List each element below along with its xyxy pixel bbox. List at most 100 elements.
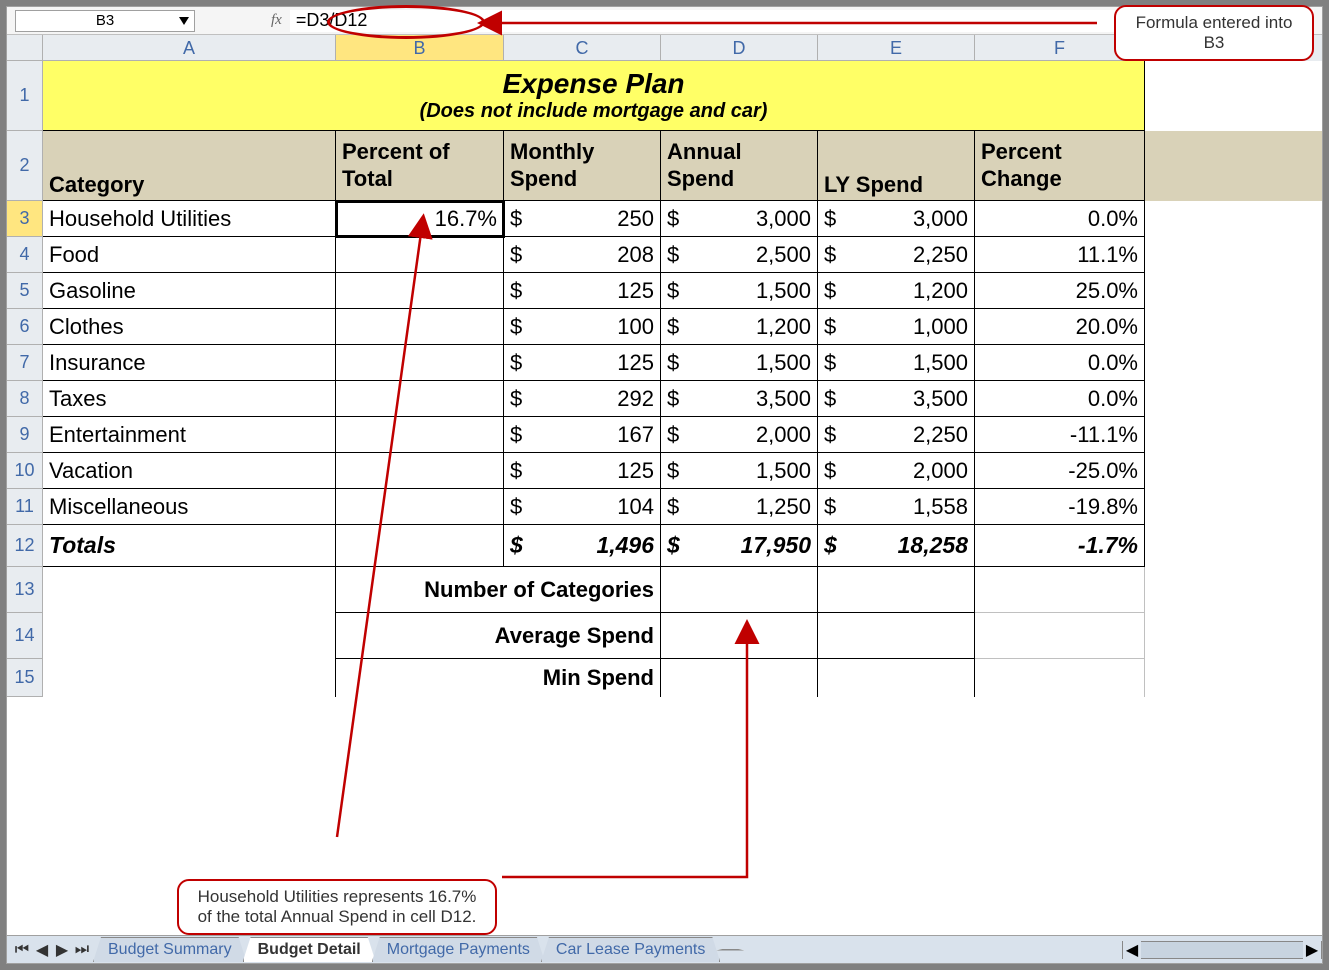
cell-monthly[interactable]: $208 xyxy=(504,237,661,273)
cell-category[interactable]: Miscellaneous xyxy=(43,489,336,525)
col-header-C[interactable]: C xyxy=(504,35,661,61)
header-ly[interactable]: LY Spend xyxy=(818,131,975,201)
totals-change[interactable]: -1.7% xyxy=(975,525,1145,567)
cell-E14[interactable] xyxy=(818,613,975,659)
cell-change[interactable]: 25.0% xyxy=(975,273,1145,309)
row-header-14[interactable]: 14 xyxy=(7,613,43,659)
cell-ly[interactable]: $3,500 xyxy=(818,381,975,417)
cell-annual[interactable]: $1,250 xyxy=(661,489,818,525)
cell-E13[interactable] xyxy=(818,567,975,613)
cell-category[interactable]: Household Utilities xyxy=(43,201,336,237)
select-all-corner[interactable] xyxy=(7,35,43,61)
cell-monthly[interactable]: $100 xyxy=(504,309,661,345)
header-monthly[interactable]: Monthly Spend xyxy=(504,131,661,201)
label-num-categories[interactable]: Number of Categories xyxy=(336,567,661,613)
cell-percent-total[interactable] xyxy=(336,309,504,345)
col-header-E[interactable]: E xyxy=(818,35,975,61)
cell-change[interactable]: 20.0% xyxy=(975,309,1145,345)
cell-monthly[interactable]: $125 xyxy=(504,273,661,309)
cell-annual[interactable]: $1,500 xyxy=(661,453,818,489)
label-min-spend[interactable]: Min Spend xyxy=(336,659,661,697)
row-header-6[interactable]: 6 xyxy=(7,309,43,345)
row-header-13[interactable]: 13 xyxy=(7,567,43,613)
cell-monthly[interactable]: $125 xyxy=(504,453,661,489)
label-avg-spend[interactable]: Average Spend xyxy=(336,613,661,659)
cell-E15[interactable] xyxy=(818,659,975,697)
totals-pct[interactable] xyxy=(336,525,504,567)
row-header-8[interactable]: 8 xyxy=(7,381,43,417)
cell-monthly[interactable]: $167 xyxy=(504,417,661,453)
cell-change[interactable]: 0.0% xyxy=(975,201,1145,237)
cell-category[interactable]: Taxes xyxy=(43,381,336,417)
cell-F15[interactable] xyxy=(975,659,1145,697)
cell-ly[interactable]: $1,558 xyxy=(818,489,975,525)
cell-A13[interactable] xyxy=(43,567,336,613)
cell-D14[interactable] xyxy=(661,613,818,659)
cell-percent-total[interactable] xyxy=(336,381,504,417)
cell-category[interactable]: Vacation xyxy=(43,453,336,489)
header-change[interactable]: Percent Change xyxy=(975,131,1145,201)
cell-A14[interactable] xyxy=(43,613,336,659)
tab-first-icon[interactable]: ⏮ xyxy=(13,941,31,959)
cell-monthly[interactable]: $250 xyxy=(504,201,661,237)
sheet-tab[interactable]: Budget Detail xyxy=(243,937,376,962)
cell-ly[interactable]: $2,000 xyxy=(818,453,975,489)
title-cell[interactable]: Expense Plan (Does not include mortgage … xyxy=(43,61,1145,131)
row-header-5[interactable]: 5 xyxy=(7,273,43,309)
row-header-12[interactable]: 12 xyxy=(7,525,43,567)
cell-D13[interactable] xyxy=(661,567,818,613)
cell-category[interactable]: Food xyxy=(43,237,336,273)
scroll-left-icon[interactable]: ◀ xyxy=(1123,940,1141,960)
cell-change[interactable]: -19.8% xyxy=(975,489,1145,525)
cell-category[interactable]: Entertainment xyxy=(43,417,336,453)
cell-percent-total[interactable] xyxy=(336,345,504,381)
cell-percent-total[interactable]: 16.7% xyxy=(336,201,504,237)
cell-change[interactable]: 0.0% xyxy=(975,345,1145,381)
header-annual[interactable]: Annual Spend xyxy=(661,131,818,201)
cell-ly[interactable]: $1,000 xyxy=(818,309,975,345)
fx-button[interactable]: fx xyxy=(267,12,286,29)
totals-annual[interactable]: $17,950 xyxy=(661,525,818,567)
row-header-11[interactable]: 11 xyxy=(7,489,43,525)
cell-annual[interactable]: $1,500 xyxy=(661,273,818,309)
row-header-10[interactable]: 10 xyxy=(7,453,43,489)
h-scrollbar[interactable]: ◀ ▶ xyxy=(1122,941,1322,959)
name-box[interactable]: B3 xyxy=(15,10,195,32)
row-header-2[interactable]: 2 xyxy=(7,131,43,201)
cell-D15[interactable] xyxy=(661,659,818,697)
scroll-right-icon[interactable]: ▶ xyxy=(1303,940,1321,960)
cell-ly[interactable]: $1,500 xyxy=(818,345,975,381)
col-header-B[interactable]: B xyxy=(336,35,504,61)
cell-change[interactable]: -11.1% xyxy=(975,417,1145,453)
cell-F13[interactable] xyxy=(975,567,1145,613)
cell-change[interactable]: -25.0% xyxy=(975,453,1145,489)
cell-ly[interactable]: $1,200 xyxy=(818,273,975,309)
sheet-tab[interactable]: Mortgage Payments xyxy=(372,937,545,962)
cell-annual[interactable]: $1,500 xyxy=(661,345,818,381)
cell-category[interactable]: Insurance xyxy=(43,345,336,381)
cell-percent-total[interactable] xyxy=(336,273,504,309)
cell-A15[interactable] xyxy=(43,659,336,697)
row-header-3[interactable]: 3 xyxy=(7,201,43,237)
cell-annual[interactable]: $3,500 xyxy=(661,381,818,417)
name-box-dropdown-icon[interactable] xyxy=(179,17,189,25)
tab-last-icon[interactable]: ⏭ xyxy=(73,941,91,959)
cell-monthly[interactable]: $104 xyxy=(504,489,661,525)
header-percent-total[interactable]: Percent of Total xyxy=(336,131,504,201)
col-header-D[interactable]: D xyxy=(661,35,818,61)
header-category[interactable]: Category xyxy=(43,131,336,201)
new-sheet-button[interactable] xyxy=(716,949,744,951)
cell-annual[interactable]: $1,200 xyxy=(661,309,818,345)
cell-ly[interactable]: $3,000 xyxy=(818,201,975,237)
row-header-4[interactable]: 4 xyxy=(7,237,43,273)
cell-ly[interactable]: $2,250 xyxy=(818,237,975,273)
cell-annual[interactable]: $3,000 xyxy=(661,201,818,237)
cell-percent-total[interactable] xyxy=(336,453,504,489)
sheet-tab[interactable]: Car Lease Payments xyxy=(541,937,720,962)
tab-prev-icon[interactable]: ◀ xyxy=(33,941,51,959)
cell-percent-total[interactable] xyxy=(336,417,504,453)
cell-monthly[interactable]: $125 xyxy=(504,345,661,381)
cell-percent-total[interactable] xyxy=(336,237,504,273)
row-header-9[interactable]: 9 xyxy=(7,417,43,453)
totals-label[interactable]: Totals xyxy=(43,525,336,567)
